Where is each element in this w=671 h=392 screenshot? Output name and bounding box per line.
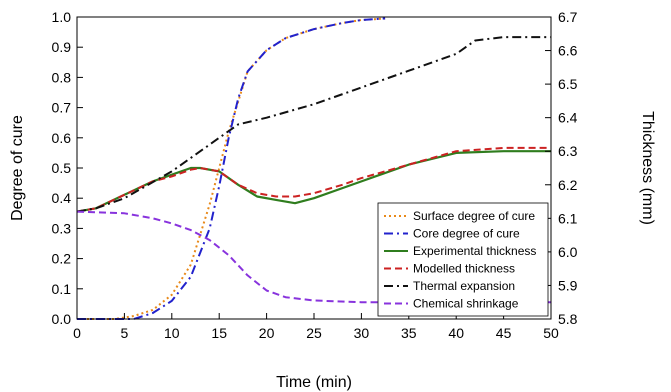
- y-left-tick-label: 0.3: [52, 220, 72, 236]
- y-axis-left: 0.0 0.1 0.2 0.3 0.4 0.5 0.6 0.7 0.8 0.9 1.0: [52, 9, 83, 327]
- y-left-tick-label: 0.5: [52, 160, 72, 176]
- y-right-tick-label: 6.3: [558, 143, 578, 159]
- y-left-tick-label: 1.0: [52, 9, 72, 25]
- y-right-tick-label: 6.6: [558, 43, 578, 59]
- legend-box: [377, 202, 549, 317]
- legend: Surface degree of cure Core degree of cur…: [377, 202, 549, 317]
- legend-label: Thermal expansion: [413, 279, 515, 293]
- y-right-tick-label: 6.7: [558, 9, 578, 25]
- legend-label: Chemical shrinkage: [413, 297, 519, 311]
- legend-label: Core degree of cure: [413, 227, 520, 241]
- y-left-tick-label: 0.2: [52, 251, 72, 267]
- y-right-tick-label: 5.9: [558, 277, 578, 293]
- x-axis-label: Time (min): [276, 374, 352, 391]
- series-line-core-degree-of-cure: [77, 17, 386, 320]
- y-left-tick-label: 0.8: [52, 69, 72, 85]
- x-tick-label: 35: [401, 325, 417, 341]
- y-left-tick-label: 0.6: [52, 130, 72, 146]
- x-axis: 0 5 10 15 20 25 30 35 40 45 50: [73, 313, 559, 341]
- x-tick-label: 30: [354, 325, 370, 341]
- x-tick-label: 50: [543, 325, 559, 341]
- x-tick-label: 20: [259, 325, 275, 341]
- y-axis-right: 5.8 5.9 6.0 6.1 6.2 6.3 6.4 6.5 6.6 6.7: [545, 9, 578, 327]
- series-line-experimental-thickness: [76, 150, 551, 213]
- y-left-tick-label: 0.0: [52, 311, 72, 327]
- y-axis-right-label: Thickness (mm): [639, 111, 656, 225]
- series-line-thermal-expansion: [76, 36, 551, 213]
- x-tick-label: 10: [164, 325, 180, 341]
- x-tick-label: 25: [306, 325, 322, 341]
- y-left-tick-label: 0.9: [52, 39, 72, 55]
- x-tick-label: 15: [211, 325, 227, 341]
- y-right-tick-label: 5.8: [558, 311, 578, 327]
- legend-label: Surface degree of cure: [413, 209, 535, 223]
- x-tick-label: 0: [73, 325, 81, 341]
- legend-label: Experimental thickness: [413, 244, 536, 258]
- y-right-tick-label: 6.5: [558, 76, 578, 92]
- x-tick-label: 40: [448, 325, 464, 341]
- x-tick-label: 45: [496, 325, 512, 341]
- y-right-tick-label: 6.4: [558, 110, 578, 126]
- y-left-tick-label: 0.1: [52, 281, 72, 297]
- series-line-surface-degree-of-cure: [77, 17, 386, 320]
- y-right-tick-label: 6.1: [558, 210, 578, 226]
- series-line-modelled-thickness: [76, 146, 551, 213]
- y-left-tick-label: 0.7: [52, 100, 72, 116]
- y-left-tick-label: 0.4: [52, 190, 72, 206]
- y-axis-left-label: Degree of cure: [9, 115, 26, 221]
- legend-label: Modelled thickness: [413, 262, 515, 276]
- x-tick-label: 5: [121, 325, 129, 341]
- y-right-tick-label: 6.2: [558, 177, 578, 193]
- y-right-tick-label: 6.0: [558, 244, 578, 260]
